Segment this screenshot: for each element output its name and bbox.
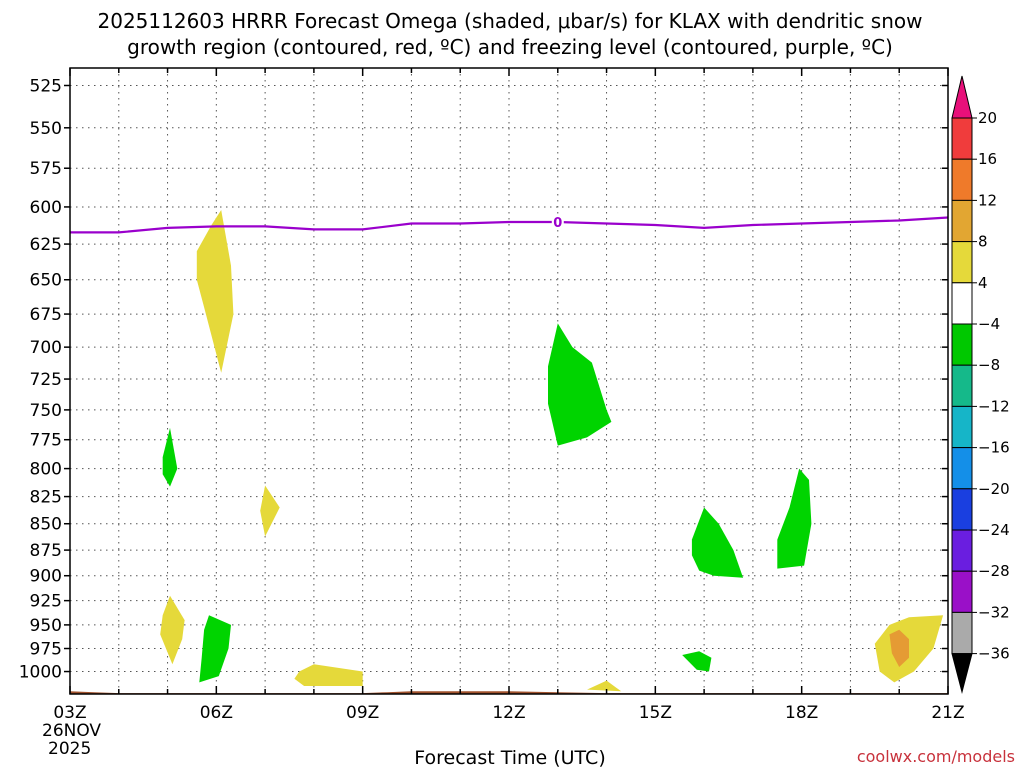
freezing-level-label-bg — [551, 214, 564, 229]
x-date-line1: 26NOV — [42, 721, 101, 741]
y-tick-label: 850 — [30, 515, 62, 535]
colorbar-label: −24 — [978, 521, 1010, 539]
colorbar-segment — [951, 405, 973, 449]
colorbar-label: 12 — [978, 191, 997, 209]
freezing-level-label: 0 — [553, 216, 562, 231]
y-tick-label: 825 — [30, 488, 62, 508]
omega-region-yellow-05z — [160, 595, 185, 665]
y-tick-label: 550 — [30, 119, 62, 139]
colorbar-label: −12 — [978, 397, 1010, 415]
freezing-level-line — [70, 216, 949, 234]
y-tick-label: 900 — [30, 567, 62, 587]
colorbar-segment — [951, 323, 973, 366]
colorbar-segment — [951, 158, 973, 201]
colorbar-label: −36 — [978, 645, 1010, 663]
colorbar-label: −20 — [978, 480, 1010, 498]
colorbar-bottom-triangle — [951, 653, 973, 694]
colorbar-label: −32 — [978, 603, 1010, 621]
omega-region-green-05z — [162, 427, 178, 487]
chart-title-line1: 2025112603 HRRR Forecast Omega (shaded, … — [98, 9, 923, 33]
colorbar: 20 16 12 8 4 −4 −8 −12 −16 −20 −24 −28 −32 −36 — [951, 75, 1010, 694]
colorbar-label: 16 — [978, 150, 997, 168]
omega-region-green-13z — [548, 323, 612, 446]
omega-region-orange-20z — [889, 629, 909, 667]
x-tick-label: 12Z — [492, 703, 525, 723]
grid — [70, 68, 948, 694]
colorbar-label: 8 — [978, 233, 988, 251]
y-tick-label: 775 — [30, 431, 62, 451]
freezing-level: 0 — [70, 214, 949, 234]
x-date-line2: 2025 — [48, 739, 91, 759]
colorbar-label: 20 — [978, 109, 997, 127]
colorbar-segment — [951, 199, 973, 243]
colorbar-segment — [951, 364, 973, 407]
x-tick-label: 21Z — [931, 703, 964, 723]
omega-region-yellow-06z-upper — [196, 210, 234, 373]
y-tick-label: 950 — [30, 616, 62, 636]
y-tick-label: 1000 — [19, 663, 62, 683]
colorbar-segment — [951, 488, 973, 531]
colorbar-label: 4 — [978, 274, 988, 292]
x-axis-label: Forecast Time (UTC) — [414, 747, 605, 768]
y-tick-label: 700 — [30, 338, 62, 358]
y-tick-label: 525 — [30, 76, 62, 96]
omega-region-green-16z — [691, 507, 744, 578]
omega-region-yellow-07z — [260, 485, 280, 537]
colorbar-top-triangle — [951, 75, 973, 119]
y-tick-label: 975 — [30, 640, 62, 660]
colorbar-label: −4 — [978, 315, 1000, 333]
chart-title-line2: growth region (contoured, red, ºC) and f… — [127, 35, 893, 59]
y-tick-label: 600 — [30, 198, 62, 218]
colorbar-segment — [951, 570, 973, 613]
colorbar-label: −28 — [978, 562, 1010, 580]
omega-region-green-06z-lower — [199, 615, 231, 683]
y-tick-label: 625 — [30, 235, 62, 255]
y-tick-label: 650 — [30, 271, 62, 291]
y-tick-label: 725 — [30, 370, 62, 390]
y-tick-label: 575 — [30, 159, 62, 179]
y-tick-label: 800 — [30, 460, 62, 480]
y-axis: 525 550 575 600 625 650 675 700 725 750 775 800 825 8… — [19, 76, 948, 683]
y-tick-label: 675 — [30, 305, 62, 325]
colorbar-label: −8 — [978, 356, 1000, 374]
x-tick-label: 03Z — [53, 703, 86, 723]
x-tick-label: 15Z — [639, 703, 672, 723]
omega-region-yellow-08z-surface — [294, 664, 363, 686]
y-tick-label: 750 — [30, 401, 62, 421]
colorbar-label: −16 — [978, 439, 1010, 457]
colorbar-segment — [951, 611, 973, 655]
colorbar-segment — [951, 117, 973, 160]
colorbar-segment — [951, 447, 973, 490]
y-tick-label: 925 — [30, 592, 62, 612]
colorbar-segment — [951, 529, 973, 572]
x-tick-label: 18Z — [785, 703, 818, 723]
omega-region-green-1530z-surface — [682, 651, 712, 672]
omega-region-yellow-14z-surface — [587, 680, 622, 692]
credit-text[interactable]: coolwx.com/models — [857, 747, 1015, 766]
omega-shading — [160, 210, 944, 692]
colorbar-segment — [951, 241, 973, 284]
colorbar-segment — [951, 282, 973, 325]
x-axis: 03Z 06Z 09Z 12Z 15Z 18Z 21Z — [53, 68, 965, 723]
y-tick-label: 875 — [30, 541, 62, 561]
omega-region-green-18z — [777, 468, 812, 569]
x-tick-label: 06Z — [200, 703, 233, 723]
x-tick-label: 09Z — [346, 703, 379, 723]
